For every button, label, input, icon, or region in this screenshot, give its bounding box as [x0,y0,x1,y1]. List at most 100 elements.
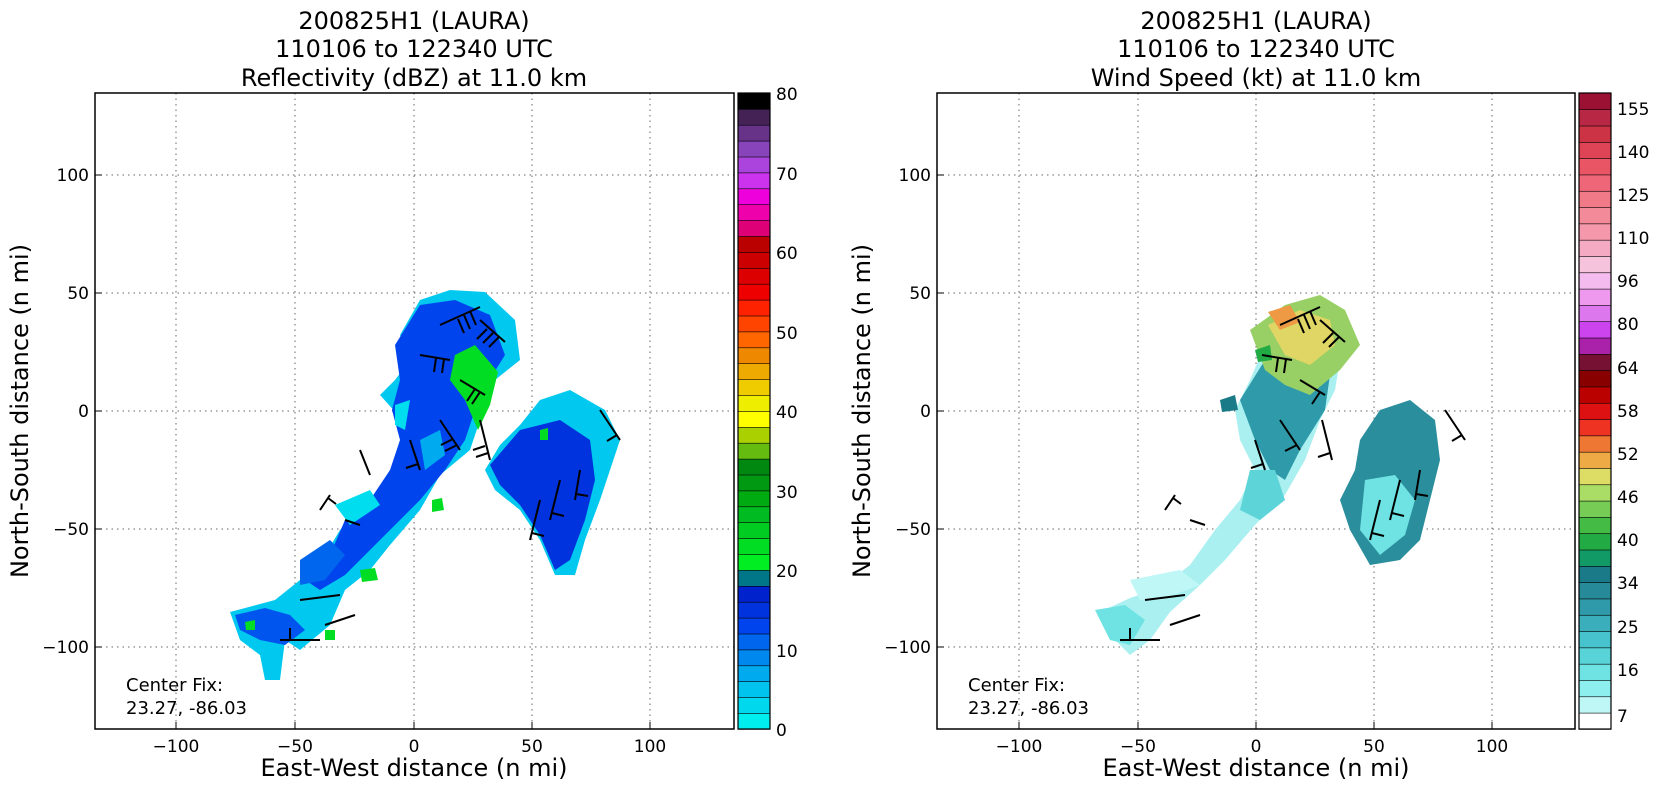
wind-colorbar-swatch [1578,614,1612,632]
reflectivity-colorbar-swatch [737,521,771,539]
reflectivity-colorbar-frame [737,92,771,730]
reflectivity-colorbar-swatch [737,442,771,460]
wind-colorbar-swatch [1578,288,1612,306]
reflectivity-colorbar-swatch [737,108,771,126]
wind-echo-mid-teal [1240,470,1285,520]
wind-colorbar-swatch [1578,549,1612,567]
reflectivity-center-fix-value: 23.27, -86.03 [126,698,247,719]
reflectivity-ytick-label: 50 [67,284,89,304]
wind-field [1095,295,1440,655]
reflectivity-colorbar-swatch [737,426,771,444]
wind-colorbar-label: 125 [1617,186,1649,206]
reflectivity-center-fix-label: Center Fix: [126,675,223,696]
wind-colorbar-swatch [1578,663,1612,681]
wind-y-axis-label: North-South distance (n mi) [848,244,876,578]
wind-colorbar-swatch [1578,679,1612,698]
wind-colorbar-label: 58 [1617,402,1639,422]
reflectivity-colorbar-swatch [737,251,771,269]
wind-colorbar-swatch [1578,223,1612,241]
reflectivity-colorbar-swatch [737,665,771,683]
reflectivity-colorbar-swatch [737,649,771,667]
wind-colorbar-swatch [1578,500,1612,518]
wind-colorbar-swatch [1578,696,1612,714]
reflectivity-colorbar-swatch [737,537,771,555]
reflectivity-title-line-1: 200825H1 (LAURA) [298,7,529,35]
reflectivity-colorbar-swatch [737,474,771,492]
wind-colorbar-label: 155 [1617,100,1649,120]
reflectivity-colorbar-label: 10 [776,642,798,662]
wind-xtick-label: 0 [1251,737,1262,757]
wind-colorbar-label: 96 [1617,272,1639,292]
wind-colorbar-swatch [1578,484,1612,502]
wind-echo-east-light [1360,475,1415,555]
wind-colorbar-swatch [1578,109,1612,127]
wind-colorbar-swatch [1578,386,1612,404]
reflectivity-title-line-2: 110106 to 122340 UTC [275,35,553,63]
wind-colorbar-label: 140 [1617,143,1649,163]
reflectivity-colorbar-swatch [737,680,771,698]
wind-echo-tail-light [1130,570,1200,600]
reflectivity-colorbar-swatch [737,283,771,301]
wind-colorbar [1578,92,1612,730]
wind-colorbar-swatch [1578,157,1612,176]
reflectivity-colorbar-swatch [737,362,771,380]
wind-ytick-label: 50 [909,284,931,304]
reflectivity-echo-green-spot-1 [360,568,378,582]
wind-echo-green-strip [1255,345,1272,362]
wind-title-line-3: Wind Speed (kt) at 11.0 km [1091,64,1422,92]
wind-colorbar-swatch [1578,402,1612,420]
reflectivity-xtick-label: 50 [521,737,543,757]
reflectivity-colorbar-label: 40 [776,403,798,423]
reflectivity-colorbar-swatch [737,633,771,651]
reflectivity-colorbar-swatch [737,124,771,142]
reflectivity-ytick-label: −100 [42,638,89,658]
reflectivity-ytick-label: −50 [53,520,89,540]
wind-colorbar-label: 46 [1617,488,1639,508]
wind-colorbar-swatch [1578,598,1612,616]
reflectivity-colorbar-swatch [737,712,771,730]
reflectivity-colorbar-swatch [737,204,771,221]
wind-colorbar-swatch [1578,304,1612,323]
reflectivity-colorbar-label: 60 [776,244,798,264]
wind-colorbar-label: 25 [1617,618,1639,638]
reflectivity-colorbar-swatch [737,553,771,571]
wind-tick-marks [937,174,1493,729]
reflectivity-colorbar-label: 20 [776,562,798,582]
wind-center-fix-label: Center Fix: [968,675,1065,696]
wind-colorbar-swatch [1578,435,1612,453]
reflectivity-colorbar-label: 80 [776,85,798,105]
wind-echo-dark-spot [1220,395,1238,412]
wind-colorbar-swatch [1578,190,1612,208]
wind-colorbar-label: 110 [1617,229,1649,249]
reflectivity-colorbar-swatch [737,92,771,110]
reflectivity-colorbar-label: 30 [776,483,798,503]
wind-colorbar-swatch [1578,533,1612,551]
wind-colorbar-swatch [1578,565,1612,583]
reflectivity-colorbar-swatch [737,617,771,635]
wind-colorbar-swatch [1578,125,1612,143]
reflectivity-colorbar-label: 50 [776,324,798,344]
wind-ytick-label: 100 [899,166,931,186]
reflectivity-colorbar-label: 70 [776,165,798,185]
wind-colorbar-frame [1578,92,1612,730]
wind-title-line-2: 110106 to 122340 UTC [1117,35,1395,63]
reflectivity-colorbar-swatch [737,458,771,476]
reflectivity-echo-green-spot-5 [325,630,335,640]
wind-xtick-label: −50 [1120,737,1156,757]
wind-ytick-label: 0 [920,402,931,422]
reflectivity-xtick-label: −100 [153,737,200,757]
wind-colorbar-swatch [1578,239,1612,257]
reflectivity-colorbar-swatch [737,331,771,349]
reflectivity-colorbar-swatch [737,506,771,523]
reflectivity-colorbar-swatch [737,140,771,158]
wind-colorbar-swatch [1578,369,1612,388]
reflectivity-tick-marks [95,174,651,729]
wind-center-fix-value: 23.27, -86.03 [968,698,1089,719]
reflectivity-colorbar-swatch [737,569,771,587]
wind-colorbar-label: 16 [1617,661,1639,681]
reflectivity-echo-blue-east [490,420,595,570]
reflectivity-echo-green-spot-2 [245,620,255,630]
wind-colorbar-label: 52 [1617,445,1639,465]
reflectivity-colorbar-swatch [737,601,771,619]
